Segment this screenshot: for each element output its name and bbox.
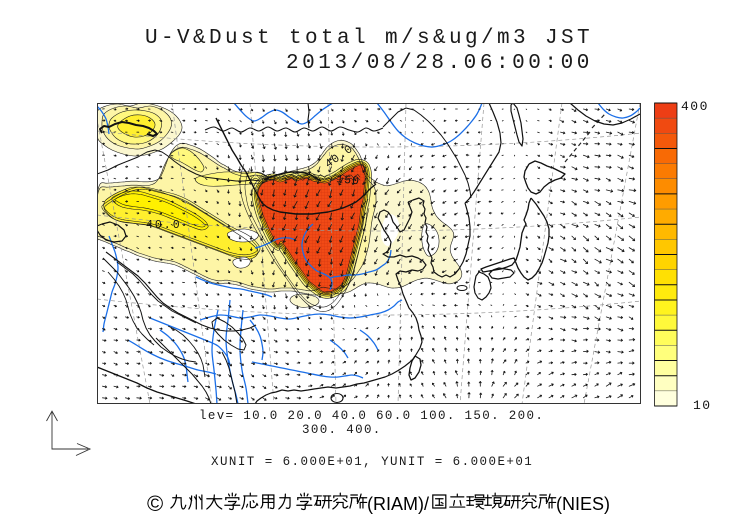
svg-text:10: 10 <box>693 398 712 413</box>
svg-text:400: 400 <box>681 99 709 114</box>
svg-text:150.: 150. <box>336 173 369 189</box>
svg-text:©: © <box>147 491 163 516</box>
svg-text:(RIAM)/: (RIAM)/ <box>367 494 429 514</box>
svg-text:(NIES): (NIES) <box>556 494 610 514</box>
svg-text:40.0: 40.0 <box>146 219 182 232</box>
